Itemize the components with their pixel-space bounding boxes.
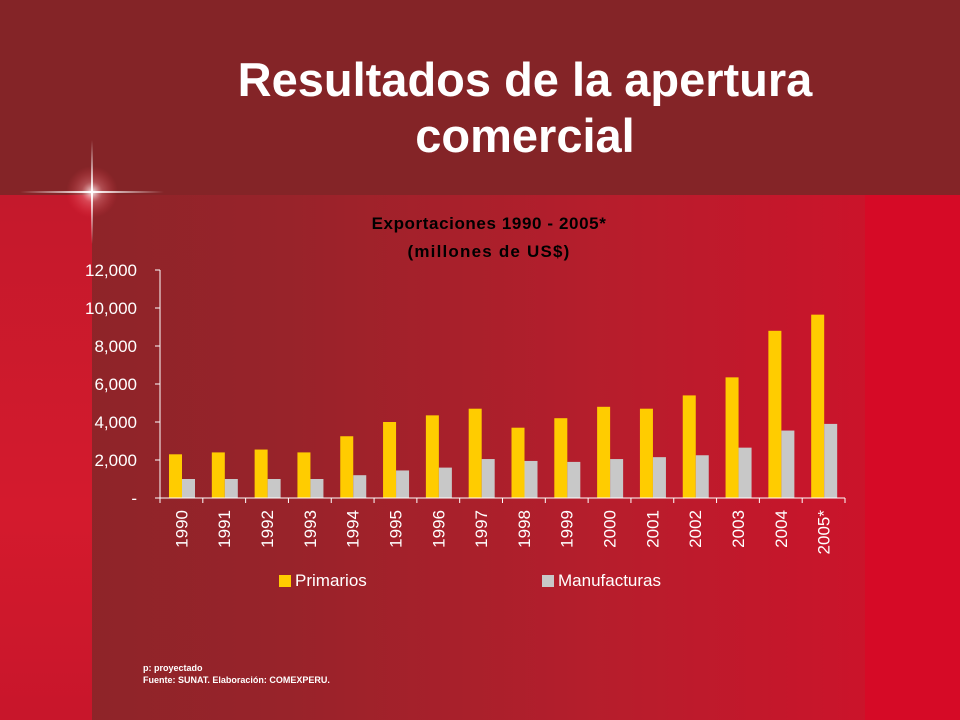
bar-primarios-1995 [383,422,397,498]
bar-primarios-1996 [425,415,439,498]
bar-primarios-1993 [297,452,311,498]
header-band [0,0,960,195]
x-tick-label: 1993 [301,510,320,548]
bar-manufacturas-1996 [438,467,452,498]
x-tick-label: 1996 [429,510,448,548]
y-tick-label: 8,000 [94,337,137,356]
legend-swatch-manufacturas [542,575,554,587]
bar-primarios-1991 [211,452,225,498]
slide-title-line-1: Resultados de la apertura [237,53,813,106]
left-accent-strip [0,195,92,720]
y-tick-label: 10,000 [85,299,137,318]
bar-primarios-1994 [340,436,354,498]
bar-primarios-2001 [639,408,653,498]
bar-manufacturas-2001 [652,457,666,498]
bar-manufacturas-1990 [182,479,195,498]
bar-primarios-2004 [768,330,782,498]
footnotes: p: proyectado Fuente: SUNAT. Elaboración… [143,662,330,686]
y-axis: - 2,000 4,000 6,000 8,000 10,000 12,000 [85,261,161,508]
y-tick-label: - [131,489,137,508]
x-tick-label: 1990 [172,510,191,548]
bar-manufacturas-2000 [610,459,624,498]
bar-manufacturas-2002 [695,455,709,498]
x-tick-label: 2000 [601,510,620,548]
chart-legend: Primarios Manufacturas [279,571,661,590]
footnote-projected: p: proyectado [143,663,203,673]
bar-primarios-2002 [682,395,696,498]
bar-primarios-2000 [597,406,611,498]
bar-manufacturas-1991 [224,479,238,498]
sparkle-decoration-icon [20,140,164,244]
y-tick-label: 4,000 [94,413,137,432]
slide-title: Resultados de la apertura comercial [120,52,930,164]
x-tick-label: 1992 [258,510,277,548]
y-tick-label: 12,000 [85,261,137,280]
bar-manufacturas-2005 [824,423,838,498]
bar-primarios-1992 [254,449,268,498]
x-tick-label: 2002 [686,510,705,548]
bar-primarios-1997 [468,408,482,498]
bar-manufacturas-1999 [567,461,581,498]
x-tick-label: 1991 [215,510,234,548]
x-tick-label: 1998 [515,510,534,548]
bar-manufacturas-2003 [738,447,752,498]
bar-primarios-2003 [725,377,739,498]
bar-manufacturas-1992 [267,479,281,498]
bar-manufacturas-1997 [481,459,495,498]
legend-swatch-primarios [279,575,291,587]
x-tick-label: 1994 [344,510,363,548]
bar-primarios-1998 [511,427,525,498]
x-tick-label: 2005* [815,510,834,555]
bar-manufacturas-1993 [310,479,324,498]
bar-series [169,314,838,498]
bar-manufacturas-2004 [781,430,795,498]
x-tick-label: 2004 [772,510,791,548]
bar-manufacturas-1998 [524,460,538,498]
bar-primarios-2005 [811,314,825,498]
bar-primarios-1999 [554,418,568,498]
x-tick-label: 1995 [386,510,405,548]
chart-subtitle: (millones de US$) [407,242,570,261]
x-tick-label: 1999 [558,510,577,548]
footnote-source: Fuente: SUNAT. Elaboración: COMEXPERU. [143,675,330,685]
legend-label-primarios: Primarios [295,571,367,590]
bar-manufacturas-1994 [353,475,367,498]
x-tick-label: 1997 [472,510,491,548]
x-tick-label: 2003 [729,510,748,548]
x-tick-label: 2001 [643,510,662,548]
right-accent-strip [865,195,960,720]
y-tick-label: 2,000 [94,451,137,470]
legend-label-manufacturas: Manufacturas [558,571,661,590]
bar-primarios-1990 [169,454,182,498]
x-axis: 1990 1991 1992 1993 1994 1995 1996 1997 1998 1999… [159,497,846,555]
slide-title-line-2: comercial [415,109,635,162]
chart-title: Exportaciones 1990 - 2005* [372,214,607,233]
bar-manufacturas-1995 [396,470,410,498]
y-tick-label: 6,000 [94,375,137,394]
